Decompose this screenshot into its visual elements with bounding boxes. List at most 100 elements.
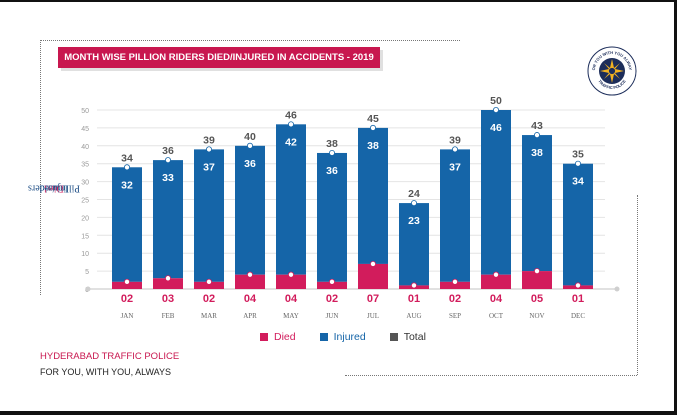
legend-item-died: Died xyxy=(260,331,296,343)
marker-total-jun xyxy=(328,149,335,156)
marker-total-oct xyxy=(492,107,499,114)
marker-died-oct xyxy=(492,271,499,278)
x-tick-label-may: MAY xyxy=(283,312,299,320)
marker-died-mar xyxy=(205,278,212,285)
bar-injured-nov xyxy=(522,135,552,272)
dotted-frame-left xyxy=(40,40,41,295)
bar-died-nov xyxy=(522,271,552,289)
y-tick-label-35: 35 xyxy=(81,162,89,169)
data-label-total-apr: 40 xyxy=(244,131,256,143)
x-tick-label-jan: JAN xyxy=(121,312,134,320)
data-label-total-aug: 24 xyxy=(408,188,420,200)
data-label-total-sep: 39 xyxy=(449,134,461,146)
chart-title: MONTH WISE PILLION RIDERS DIED/INJURED I… xyxy=(58,47,380,68)
marker-total-dec xyxy=(575,160,582,167)
dotted-frame-bottom xyxy=(345,375,637,376)
data-label-died-apr: 04 xyxy=(244,293,257,305)
x-tick-label-nov: NOV xyxy=(529,312,544,320)
data-label-died-aug: 01 xyxy=(408,293,420,305)
y-tick-label-10: 10 xyxy=(81,251,89,258)
x-tick-label-sep: SEP xyxy=(449,312,461,320)
frame-bottom-border xyxy=(0,411,677,415)
x-tick-label-jun: JUN xyxy=(326,312,339,320)
bar-injured-mar xyxy=(194,149,224,282)
data-label-total-dec: 35 xyxy=(572,149,584,161)
y-tick-label-15: 15 xyxy=(81,233,89,240)
marker-total-nov xyxy=(534,132,541,139)
data-label-total-mar: 39 xyxy=(203,134,215,146)
data-label-total-jun: 38 xyxy=(326,138,338,150)
x-axis-start-dot xyxy=(85,286,91,292)
marker-total-sep xyxy=(451,146,458,153)
chart-legend: Died Injured Total xyxy=(260,331,450,343)
data-label-injured-aug: 23 xyxy=(408,215,420,227)
x-tick-label-oct: OCT xyxy=(489,312,504,320)
data-label-injured-sep: 37 xyxy=(449,161,461,173)
data-label-injured-oct: 46 xyxy=(490,122,502,134)
footer-tagline: FOR YOU, WITH YOU, ALWAYS xyxy=(40,367,172,377)
marker-died-dec xyxy=(575,282,582,289)
x-tick-label-aug: AUG xyxy=(406,312,421,320)
x-tick-label-jul: JUL xyxy=(367,312,379,320)
footer-organization: HYDERABAD TRAFFIC POLICE xyxy=(40,351,180,362)
bar-died-sep xyxy=(440,281,470,289)
legend-label-injured: Injured xyxy=(333,331,366,343)
marker-total-apr xyxy=(246,142,253,149)
bar-injured-oct xyxy=(481,110,511,275)
marker-died-jan xyxy=(124,278,131,285)
y-tick-label-40: 40 xyxy=(81,144,89,151)
data-label-injured-mar: 37 xyxy=(203,161,215,173)
data-label-total-feb: 36 xyxy=(162,145,174,157)
marker-total-jan xyxy=(124,164,131,171)
legend-swatch-died xyxy=(260,333,268,341)
bar-died-may xyxy=(276,274,306,289)
legend-item-injured: Injured xyxy=(319,331,366,343)
marker-total-aug xyxy=(410,200,417,207)
data-label-died-oct: 04 xyxy=(490,293,503,305)
dotted-frame-right xyxy=(637,195,638,375)
bar-died-oct xyxy=(481,274,511,289)
bar-died-jan xyxy=(112,281,142,289)
data-label-died-sep: 02 xyxy=(449,293,461,305)
traffic-police-logo: FOR YOU WITH YOU ALWAYS TRAFFIC POLICE xyxy=(587,46,637,96)
x-tick-label-dec: DEC xyxy=(571,312,585,320)
marker-total-may xyxy=(287,121,294,128)
data-label-total-may: 46 xyxy=(285,109,297,121)
dotted-frame-top xyxy=(40,40,460,41)
data-label-total-jul: 45 xyxy=(367,113,379,125)
bar-died-mar xyxy=(194,281,224,289)
marker-died-apr xyxy=(246,271,253,278)
bar-injured-may xyxy=(276,124,306,275)
marker-total-mar xyxy=(205,146,212,153)
data-label-injured-nov: 38 xyxy=(531,147,543,159)
marker-died-aug xyxy=(410,282,417,289)
data-label-total-jan: 34 xyxy=(121,152,133,164)
data-label-died-dec: 01 xyxy=(572,293,584,305)
data-label-injured-may: 42 xyxy=(285,136,297,148)
marker-died-may xyxy=(287,271,294,278)
data-label-injured-feb: 33 xyxy=(162,172,174,184)
data-label-died-jun: 02 xyxy=(326,293,338,305)
bar-injured-jan xyxy=(112,167,142,282)
data-label-died-nov: 05 xyxy=(531,293,543,305)
data-label-total-oct: 50 xyxy=(490,95,502,107)
bar-injured-jun xyxy=(317,152,347,282)
data-label-injured-jul: 38 xyxy=(367,140,379,152)
data-label-injured-apr: 36 xyxy=(244,158,256,170)
bar-injured-jul xyxy=(358,127,388,264)
data-label-died-mar: 02 xyxy=(203,293,215,305)
bar-died-feb xyxy=(153,278,183,289)
data-label-died-feb: 03 xyxy=(162,293,174,305)
frame-right-border xyxy=(674,0,677,415)
marker-died-nov xyxy=(534,268,541,275)
legend-label-died: Died xyxy=(274,331,296,343)
data-label-injured-jun: 36 xyxy=(326,165,338,177)
frame-top-border xyxy=(0,0,677,2)
data-label-died-may: 04 xyxy=(285,293,298,305)
y-tick-label-25: 25 xyxy=(81,198,89,205)
marker-died-jul xyxy=(369,260,376,267)
marker-died-feb xyxy=(164,275,171,282)
x-tick-label-mar: MAR xyxy=(201,312,217,320)
x-axis-end-dot xyxy=(614,286,620,292)
data-label-injured-dec: 34 xyxy=(572,176,584,188)
